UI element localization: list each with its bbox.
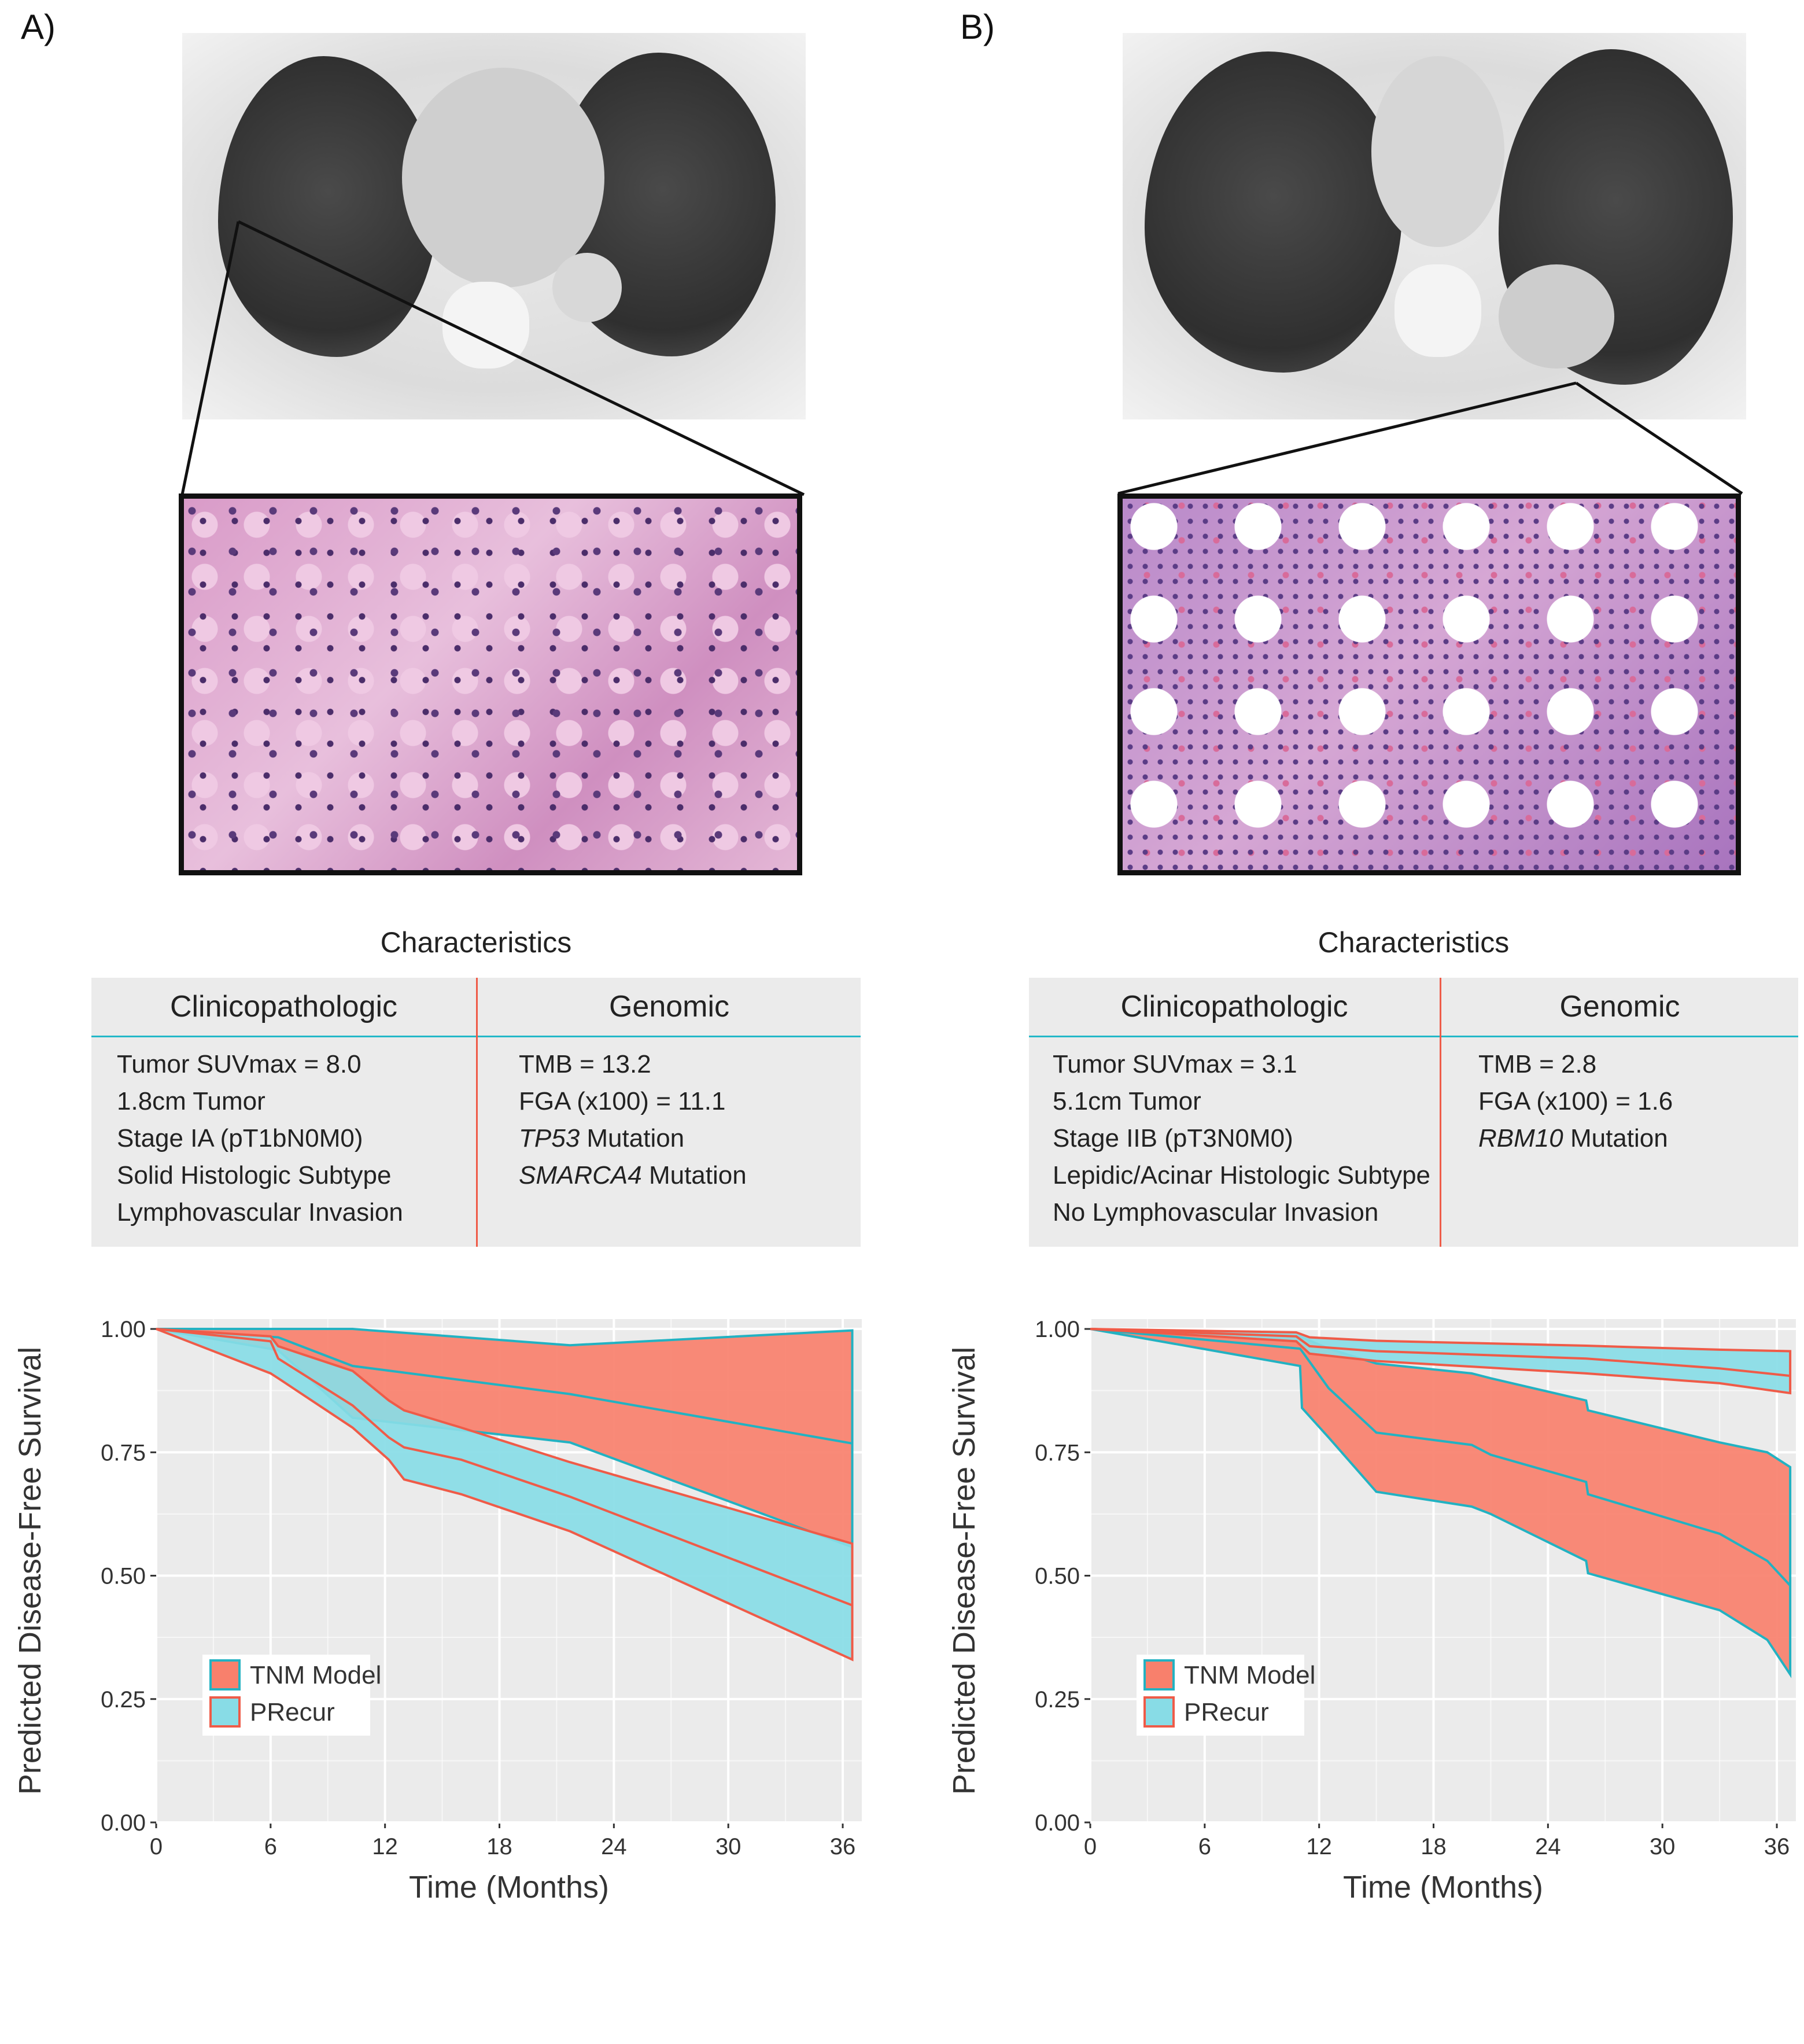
- histology-image: [179, 493, 802, 875]
- list-item: Stage IIB (pT3N0M0): [1053, 1124, 1293, 1152]
- list-item: Lepidic/Acinar Histologic Subtype: [1053, 1161, 1431, 1189]
- ribbon-precur: [156, 1328, 854, 1662]
- x-tick-label: 0: [150, 1834, 163, 1859]
- legend-label: PRecur: [1184, 1698, 1269, 1726]
- list-item: No Lymphovascular Invasion: [1053, 1198, 1379, 1227]
- genomic-list: TMB = 2.8 FGA (x100) = 1.6 RBM10 Mutatio…: [1478, 1046, 1673, 1157]
- list-item: Stage IA (pT1bN0M0): [117, 1124, 363, 1152]
- legend-key-tnm: [209, 1659, 241, 1691]
- characteristics-title: Characteristics: [380, 926, 572, 959]
- legend-key-tnm: [1143, 1659, 1175, 1691]
- characteristics-table: Clinicopathologic Genomic Tumor SUVmax =…: [91, 978, 861, 1247]
- y-axis-title: Predicted Disease-Free Survival: [13, 1347, 47, 1795]
- legend-key-precur: [209, 1696, 241, 1728]
- y-tick-label: 0.75: [101, 1440, 146, 1465]
- y-tick-label: 0.25: [101, 1687, 146, 1712]
- gene-name: SMARCA4: [519, 1161, 642, 1189]
- list-item: FGA (x100) = 1.6: [1478, 1087, 1673, 1115]
- list-item: TP53 Mutation: [519, 1124, 685, 1152]
- clinicopathologic-header: Clinicopathologic: [1120, 990, 1348, 1023]
- y-tick-label: 0.75: [1035, 1440, 1080, 1465]
- y-tick-label: 0.50: [101, 1564, 146, 1589]
- clinicopathologic-list: Tumor SUVmax = 8.0 1.8cm Tumor Stage IA …: [117, 1046, 403, 1231]
- y-tick-label: 0.50: [1035, 1564, 1080, 1589]
- x-tick-label: 36: [1764, 1834, 1790, 1859]
- list-item: Tumor SUVmax = 8.0: [117, 1050, 361, 1078]
- x-axis-title: Time (Months): [409, 1870, 609, 1905]
- legend-label: PRecur: [250, 1698, 335, 1726]
- list-item: 5.1cm Tumor: [1053, 1087, 1201, 1115]
- list-item: FGA (x100) = 11.1: [519, 1087, 726, 1115]
- legend-label: TNM Model: [1184, 1661, 1315, 1689]
- x-tick-label: 30: [715, 1834, 741, 1859]
- list-item: Solid Histologic Subtype: [117, 1161, 392, 1189]
- x-tick-label: 36: [830, 1834, 856, 1859]
- x-axis-title: Time (Months): [1343, 1870, 1543, 1905]
- x-tick-label: 6: [264, 1834, 277, 1859]
- list-item: RBM10 Mutation: [1478, 1124, 1668, 1152]
- x-tick-label: 6: [1198, 1834, 1211, 1859]
- legend-label: TNM Model: [250, 1661, 381, 1689]
- median-line-tnm: [1090, 1328, 1791, 1586]
- ct-scan-image: [182, 33, 806, 419]
- panel-label: A): [21, 8, 56, 46]
- clinicopathologic-list: Tumor SUVmax = 3.1 5.1cm Tumor Stage IIB…: [1053, 1046, 1430, 1231]
- histology-image: [1117, 493, 1741, 875]
- y-tick-label: 0.25: [1035, 1687, 1080, 1712]
- list-item: SMARCA4 Mutation: [519, 1161, 747, 1189]
- clinicopathologic-header: Clinicopathologic: [169, 990, 398, 1023]
- genomic-list: TMB = 13.2 FGA (x100) = 11.1 TP53 Mutati…: [519, 1046, 747, 1194]
- list-item: TMB = 13.2: [519, 1050, 651, 1078]
- x-tick-label: 12: [1306, 1834, 1332, 1859]
- x-tick-label: 0: [1084, 1834, 1097, 1859]
- panel-b: B) Characteristics Clinicopathologic Gen…: [902, 0, 1804, 2044]
- genomic-header: Genomic: [608, 990, 730, 1023]
- list-item: 1.8cm Tumor: [117, 1087, 265, 1115]
- panel-label: B): [960, 8, 995, 46]
- gene-name: TP53: [519, 1124, 580, 1152]
- list-item: Tumor SUVmax = 3.1: [1053, 1050, 1297, 1078]
- median-line-precur: [1090, 1328, 1791, 1378]
- characteristics-table: Clinicopathologic Genomic Tumor SUVmax =…: [1029, 978, 1798, 1247]
- characteristics-title: Characteristics: [1318, 926, 1510, 959]
- x-tick-label: 24: [601, 1834, 627, 1859]
- y-tick-label: 0.00: [1035, 1810, 1080, 1836]
- list-item: Lymphovascular Invasion: [117, 1198, 403, 1227]
- column-divider: [476, 978, 478, 1247]
- ct-scan-image: [1123, 33, 1746, 419]
- x-tick-label: 18: [486, 1834, 512, 1859]
- list-item: TMB = 2.8: [1478, 1050, 1597, 1078]
- median-line-precur: [156, 1328, 853, 1607]
- x-tick-label: 30: [1650, 1834, 1676, 1859]
- column-divider: [1440, 978, 1441, 1247]
- y-tick-label: 1.00: [101, 1317, 146, 1342]
- header-rule: [1029, 1036, 1798, 1037]
- x-tick-label: 24: [1535, 1834, 1561, 1859]
- y-tick-label: 0.00: [101, 1810, 146, 1836]
- panel-a: A) Characteristics Clinicopathologic Gen…: [0, 8, 902, 2044]
- genomic-header: Genomic: [1559, 990, 1680, 1023]
- gene-name: RBM10: [1478, 1124, 1563, 1152]
- survival-chart-a: 0 6 12 18 24 30 36 0.00 0.25 0.50 0.75 1.00 Time (Mo…: [0, 1296, 902, 2044]
- legend-key-precur: [1143, 1696, 1175, 1728]
- y-axis-title: Predicted Disease-Free Survival: [947, 1347, 982, 1795]
- y-tick-label: 1.00: [1035, 1317, 1080, 1342]
- ribbon-precur: [1090, 1328, 1792, 1395]
- chart-svg: 0 6 12 18 24 30 36 0.00 0.25 0.50 0.75 1.00 Time (Mo…: [13, 1317, 862, 1905]
- survival-chart-b: 0 6 12 18 24 30 36 0.00 0.25 0.50 0.75 1.00 Time (Mo…: [902, 1296, 1804, 2044]
- x-tick-label: 12: [372, 1834, 398, 1859]
- x-tick-label: 18: [1421, 1834, 1447, 1859]
- chart-svg: 0 6 12 18 24 30 36 0.00 0.25 0.50 0.75 1.00 Time (Mo…: [947, 1317, 1796, 1905]
